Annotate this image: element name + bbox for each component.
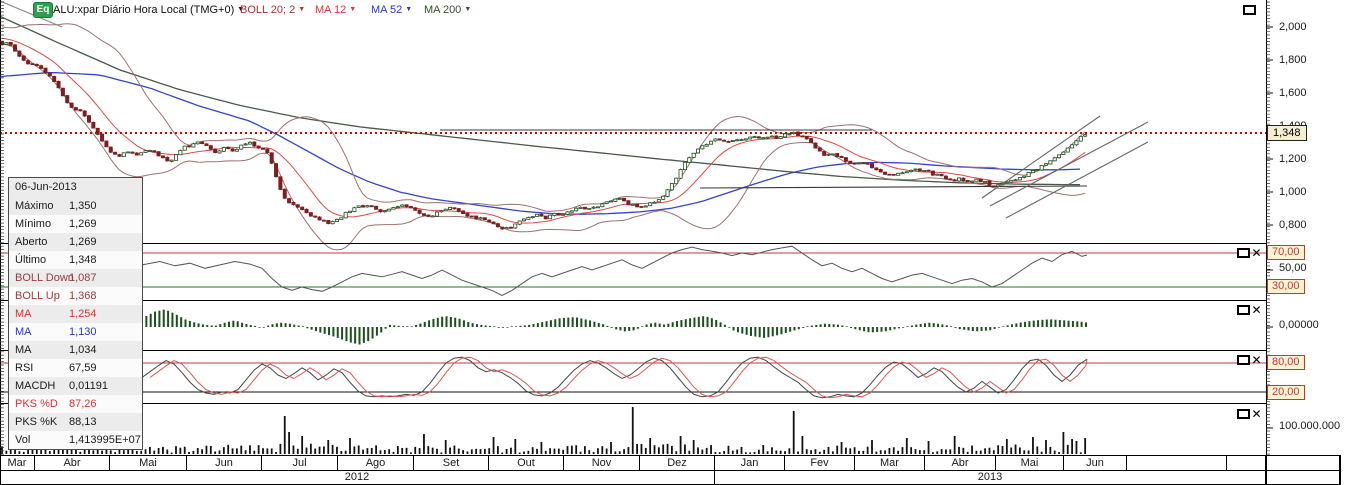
- month-cell: Mai: [110, 456, 187, 470]
- chevron-down-icon: ▼: [464, 6, 472, 13]
- equity-type-badge: Eq: [33, 2, 53, 18]
- close-icon[interactable]: ✕: [1251, 407, 1262, 421]
- year-cell: 2013: [715, 471, 1266, 484]
- chevron-down-icon: ▼: [237, 6, 245, 13]
- indicator-dropdown-boll[interactable]: BOLL 20; 2 ▼: [240, 4, 306, 16]
- indicator-level-label: 100.000.000: [1279, 420, 1341, 432]
- instrument-title: ALU:xpar Diário Hora Local (TMG+0): [53, 4, 235, 16]
- indicator-level-label: 70,00: [1267, 245, 1305, 260]
- data-window-row: Último 1,348: [15, 254, 97, 266]
- maximize-icon[interactable]: [1237, 305, 1250, 315]
- price-tick-label: 0,800: [1279, 219, 1307, 231]
- maximize-icon[interactable]: [1237, 409, 1250, 419]
- maximize-icon[interactable]: [1237, 248, 1250, 258]
- year-cell: 2012: [0, 471, 715, 484]
- data-window-row: Aberto 1,269: [9, 233, 142, 251]
- price-tick-label: 1,800: [1279, 54, 1307, 66]
- chevron-down-icon: ▼: [349, 6, 357, 13]
- indicator-dropdown-ma12[interactable]: MA 12 ▼: [315, 4, 357, 16]
- indicator-level-label: 80,00: [1267, 355, 1305, 370]
- maximize-icon[interactable]: [1243, 5, 1256, 15]
- month-cell: Mar: [0, 456, 35, 470]
- data-window-row: BOLL Down 1,087: [9, 269, 142, 287]
- month-cell: Jan: [715, 456, 785, 470]
- data-window-row: Mínimo 1,269: [15, 218, 97, 230]
- month-cell: Jun: [187, 456, 262, 470]
- maximize-icon[interactable]: [1237, 355, 1250, 365]
- month-cell: Set: [414, 456, 489, 470]
- chevron-down-icon: ▼: [298, 6, 306, 13]
- month-cell: Abr: [925, 456, 996, 470]
- close-icon[interactable]: ✕: [1251, 303, 1262, 317]
- data-window-row: PKS %D 87,26: [15, 398, 97, 410]
- data-window-row: MA 1,130: [15, 326, 97, 338]
- close-icon[interactable]: ✕: [1251, 246, 1262, 260]
- month-cell: Fev: [785, 456, 855, 470]
- price-tick-label: 1,000: [1279, 186, 1307, 198]
- month-cell: Mai: [996, 456, 1064, 470]
- price-tick-label: 1,600: [1279, 87, 1307, 99]
- indicator-dropdown-ma200[interactable]: MA 200 ▼: [424, 4, 472, 16]
- price-tick-label: 2,000: [1279, 21, 1307, 33]
- month-cell: Mar: [855, 456, 925, 470]
- month-cell: Nov: [564, 456, 640, 470]
- last-price-badge: 1,348: [1267, 125, 1307, 141]
- data-window-row: BOLL Up 1,368: [15, 290, 97, 302]
- indicator-level-label: 20,00: [1267, 385, 1305, 400]
- data-window-row: PKS %K 88,13: [9, 413, 142, 431]
- month-cell: Out: [489, 456, 564, 470]
- month-cell: Jul: [262, 456, 338, 470]
- price-tick-label: 1,200: [1279, 153, 1307, 165]
- year-cell: [1266, 471, 1340, 484]
- data-window-row: MA 1,254: [9, 305, 142, 323]
- indicator-dropdown-ma52[interactable]: MA 52 ▼: [371, 4, 413, 16]
- data-window-row: MA 1,034: [9, 341, 142, 359]
- indicator-level-label: 50,00: [1279, 262, 1307, 274]
- chevron-down-icon: ▼: [405, 6, 413, 13]
- month-cell: Abr: [35, 456, 110, 470]
- indicator-level-label: 0,00000: [1279, 319, 1319, 331]
- data-window-date: 06-Jun-2013: [9, 178, 142, 197]
- month-cell: Ago: [338, 456, 414, 470]
- instrument-selector[interactable]: ALU:xpar Diário Hora Local (TMG+0) ▼: [53, 3, 244, 17]
- data-window-row: Vol 1,413995E+07: [15, 434, 141, 446]
- data-window: 06-Jun-2013 Máximo 1,350 Mínimo 1,269 Aberto…: [8, 177, 143, 450]
- close-icon[interactable]: ✕: [1251, 353, 1262, 367]
- month-cell: [1127, 456, 1227, 470]
- month-cell: Dez: [640, 456, 715, 470]
- indicator-level-label: 30,00: [1267, 279, 1305, 294]
- month-cell: [1227, 456, 1266, 470]
- data-window-row: RSI 67,59: [15, 362, 97, 374]
- month-cell: [1266, 456, 1340, 470]
- data-window-row: Máximo 1,350: [9, 197, 142, 215]
- data-window-row: MACDH 0,01191: [9, 377, 142, 395]
- month-cell: Jun: [1064, 456, 1127, 470]
